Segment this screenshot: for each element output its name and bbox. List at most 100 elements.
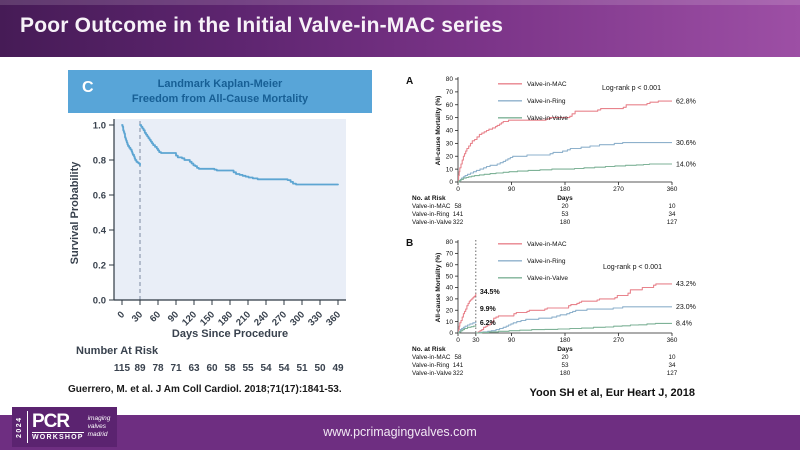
risk-row-value: 127 bbox=[667, 219, 678, 226]
legend-label: Valve-in-Ring bbox=[527, 258, 566, 265]
number-at-risk-value: 55 bbox=[242, 363, 254, 374]
y-tick-label: 0.6 bbox=[93, 191, 106, 202]
number-at-risk-value: 50 bbox=[314, 363, 326, 374]
x-tick-label: 270 bbox=[613, 337, 624, 344]
y-tick-label: 40 bbox=[446, 285, 454, 292]
legend-label: Valve-in-Valve bbox=[527, 275, 568, 282]
y-tick-label: 0.2 bbox=[93, 261, 106, 272]
logo-brand: PCR bbox=[32, 410, 70, 432]
footer-website: www.pcrimagingvalves.com bbox=[323, 425, 477, 439]
x-tick-label: 0 bbox=[456, 186, 460, 193]
number-at-risk-value: 54 bbox=[278, 363, 290, 374]
number-at-risk-value: 89 bbox=[134, 363, 146, 374]
log-rank-annotation: Log-rank p < 0.001 bbox=[603, 264, 662, 271]
mortality-curve bbox=[475, 322, 672, 334]
x-tick-label: 150 bbox=[198, 309, 217, 328]
x-tick-label: 0 bbox=[116, 309, 128, 321]
risk-row-value: 20 bbox=[561, 203, 569, 210]
risk-row-name: Valve-in-Ring bbox=[412, 362, 450, 369]
y-tick-label: 80 bbox=[446, 76, 454, 83]
y-tick-label: 70 bbox=[446, 251, 454, 258]
x-tick-label: 270 bbox=[613, 186, 624, 193]
mortality-curve bbox=[475, 283, 672, 334]
km-curve bbox=[121, 124, 141, 167]
risk-row-value: 58 bbox=[454, 203, 462, 210]
x-tick-label: 180 bbox=[216, 309, 235, 328]
panel-c-title: Landmark Kaplan-Meier Freedom from All-C… bbox=[68, 77, 372, 106]
number-at-risk-value: 54 bbox=[260, 363, 272, 374]
number-at-risk-value: 58 bbox=[224, 363, 236, 374]
y-tick-label: 0 bbox=[449, 330, 453, 337]
y-tick-label: 10 bbox=[446, 319, 454, 326]
panel-a-label: A bbox=[406, 76, 414, 87]
x-tick-label: 30 bbox=[130, 309, 145, 324]
logo-tagline: imaging valves madrid bbox=[88, 411, 111, 443]
mortality-curve bbox=[458, 321, 477, 334]
y-tick-label: 0.8 bbox=[93, 156, 106, 167]
risk-row-value: 322 bbox=[453, 370, 464, 377]
slide-title: Poor Outcome in the Initial Valve-in-MAC… bbox=[20, 14, 504, 37]
y-tick-label: 60 bbox=[446, 102, 454, 109]
km-curve bbox=[139, 124, 339, 186]
x-tick-label: 330 bbox=[306, 309, 325, 328]
landmark-value-label: 9.9% bbox=[480, 306, 497, 313]
risk-row-value: 141 bbox=[453, 211, 464, 218]
risk-row-value: 10 bbox=[668, 354, 676, 361]
number-at-risk-value: 115 bbox=[114, 363, 131, 374]
risk-row-value: 34 bbox=[668, 362, 676, 369]
x-tick-label: 120 bbox=[180, 309, 199, 328]
risk-row-name: Valve-in-Ring bbox=[412, 211, 450, 218]
x-tick-label: 60 bbox=[148, 309, 163, 324]
number-at-risk-value: 63 bbox=[188, 363, 200, 374]
y-axis-label: All-cause Mortality (%) bbox=[435, 96, 442, 166]
y-tick-label: 0 bbox=[449, 179, 453, 186]
y-tick-label: 10 bbox=[446, 166, 454, 173]
kaplan-meier-chart-c: 1.00.80.60.40.20.00 30 60 90 120 150 180 210 240… bbox=[69, 119, 346, 374]
logo-tagline-line2: valves bbox=[87, 423, 107, 431]
y-tick-label: 20 bbox=[446, 153, 454, 160]
citation-guerrero: Guerrero, M. et al. J Am Coll Cardiol. 2… bbox=[68, 384, 342, 395]
y-tick-label: 70 bbox=[446, 89, 454, 96]
x-tick-label: 180 bbox=[560, 186, 571, 193]
slide-header: Poor Outcome in the Initial Valve-in-MAC… bbox=[0, 0, 800, 57]
risk-row-name: Valve-in-Valve bbox=[412, 370, 452, 377]
number-at-risk-value: 60 bbox=[206, 363, 218, 374]
number-at-risk-label: Number At Risk bbox=[76, 345, 159, 357]
number-at-risk-value: 71 bbox=[170, 363, 182, 374]
no-at-risk-label: No. at Risk bbox=[412, 346, 446, 353]
legend-label: Valve-in-Valve bbox=[527, 115, 568, 122]
x-tick-label: 180 bbox=[560, 337, 571, 344]
x-axis-label: Days bbox=[557, 195, 573, 202]
pcr-workshop-logo: 2024 PCR WORKSHOP imaging valves madrid bbox=[12, 407, 118, 447]
mortality-curve bbox=[458, 325, 477, 334]
y-tick-label: 60 bbox=[446, 262, 454, 269]
number-at-risk-value: 78 bbox=[152, 363, 164, 374]
y-tick-label: 50 bbox=[446, 273, 454, 280]
legend-label: Valve-in-Ring bbox=[527, 98, 566, 105]
y-tick-label: 30 bbox=[446, 296, 454, 303]
y-axis-label: All-cause Mortality (%) bbox=[435, 253, 442, 323]
end-value-label: 23.0% bbox=[676, 304, 696, 311]
x-tick-label: 90 bbox=[166, 309, 181, 324]
x-tick-label: 300 bbox=[288, 309, 307, 328]
risk-row-value: 180 bbox=[560, 219, 571, 226]
risk-row-name: Valve-in-Valve bbox=[412, 219, 452, 226]
x-tick-label: 90 bbox=[508, 186, 516, 193]
risk-row-value: 180 bbox=[560, 370, 571, 377]
y-tick-label: 0.4 bbox=[93, 226, 107, 237]
end-value-label: 14.0% bbox=[676, 161, 696, 168]
end-value-label: 43.2% bbox=[676, 281, 696, 288]
risk-row-value: 322 bbox=[453, 219, 464, 226]
panel-b-label: B bbox=[406, 238, 414, 249]
risk-row-value: 141 bbox=[453, 362, 464, 369]
risk-row-value: 53 bbox=[561, 362, 569, 369]
y-tick-label: 1.0 bbox=[93, 121, 106, 132]
logo-year: 2024 bbox=[16, 416, 23, 438]
y-tick-label: 0.0 bbox=[93, 296, 106, 307]
y-tick-label: 40 bbox=[446, 128, 454, 135]
x-tick-label: 210 bbox=[234, 309, 253, 328]
panel-c-label: C bbox=[82, 79, 94, 96]
end-value-label: 62.8% bbox=[676, 98, 696, 105]
x-axis-label: Days bbox=[557, 346, 573, 353]
